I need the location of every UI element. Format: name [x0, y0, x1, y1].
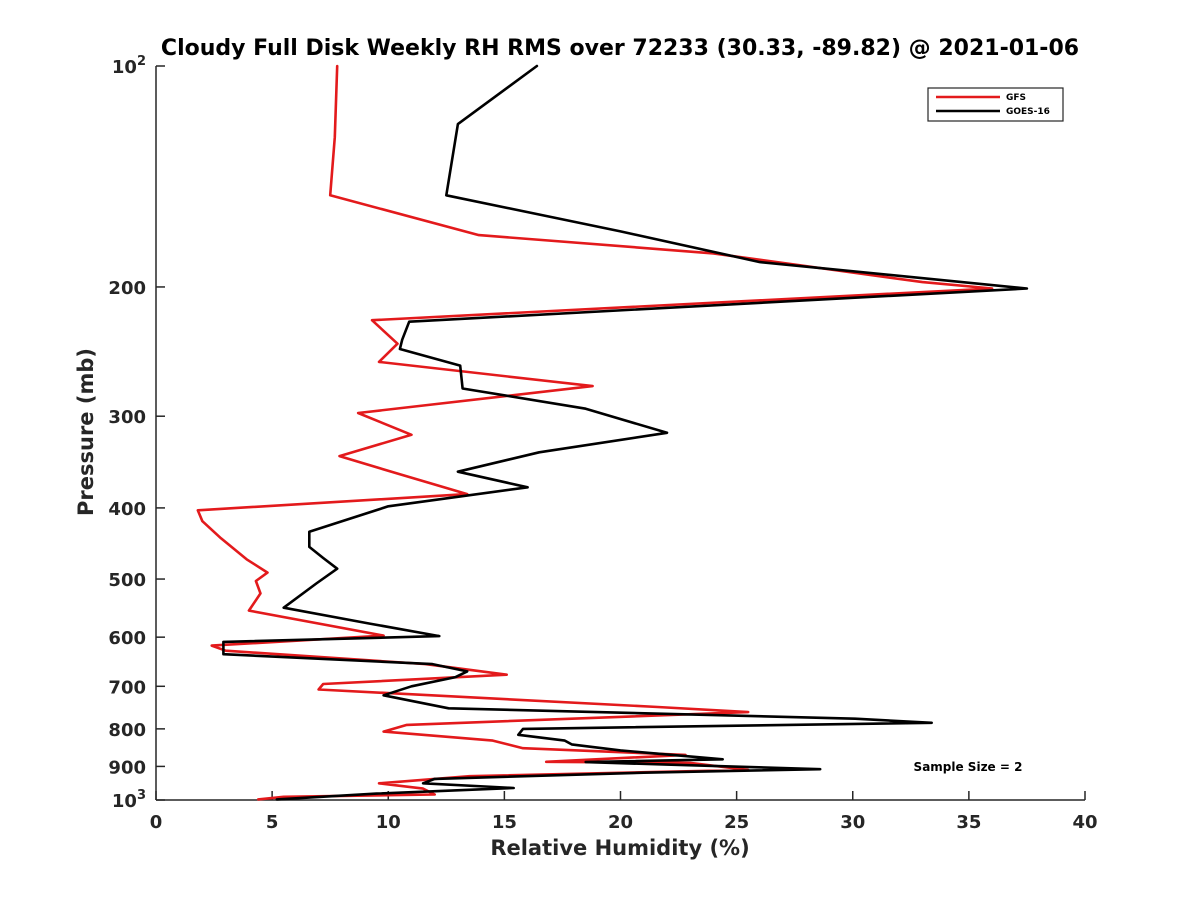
- x-tick-label: 0: [150, 812, 163, 833]
- x-tick-label: 35: [956, 812, 981, 833]
- plot-area: 0 5 10 15 20 25 30 35 40102200300400500600700800…: [108, 54, 1097, 833]
- y-axis-label: Pressure (mb): [74, 348, 98, 516]
- x-tick-label: 15: [492, 812, 517, 833]
- x-tick-label: 40: [1072, 812, 1097, 833]
- y-tick-label-base: 10: [112, 57, 137, 78]
- x-tick-label: 30: [840, 812, 865, 833]
- y-tick-label: 200: [108, 278, 146, 299]
- y-tick-label-exponent: 3: [137, 788, 146, 803]
- y-tick-label-exponent: 2: [137, 54, 146, 69]
- y-tick-label-base: 300: [108, 407, 146, 428]
- y-tick-label: 700: [108, 677, 146, 698]
- legend-entry: GOES-16: [1006, 107, 1050, 117]
- x-tick-label: 25: [724, 812, 749, 833]
- legend-entry: GFS: [1006, 93, 1026, 103]
- x-tick-label: 20: [608, 812, 633, 833]
- y-tick-label-base: 700: [108, 677, 146, 698]
- y-tick-label-base: 900: [108, 757, 146, 778]
- y-tick-label: 800: [108, 720, 146, 741]
- y-tick-label: 102: [112, 54, 146, 78]
- sample-size-annotation: Sample Size = 2: [914, 760, 1023, 774]
- y-tick-label-base: 200: [108, 278, 146, 299]
- y-tick-label-base: 800: [108, 720, 146, 741]
- y-tick-label-base: 10: [112, 791, 137, 812]
- chart-title: Cloudy Full Disk Weekly RH RMS over 7223…: [161, 36, 1079, 61]
- x-tick-label: 10: [376, 812, 401, 833]
- y-tick-label: 400: [108, 499, 146, 520]
- series-line-goes-16: [222, 64, 1029, 801]
- x-axis-label: Relative Humidity (%): [490, 836, 749, 860]
- y-tick-label-base: 400: [108, 499, 146, 520]
- y-tick-label: 600: [108, 628, 146, 649]
- y-tick-label-base: 600: [108, 628, 146, 649]
- x-tick-label: 5: [266, 812, 279, 833]
- y-tick-label: 900: [108, 757, 146, 778]
- legend: GFS GOES-16: [927, 87, 1064, 122]
- y-tick-label: 103: [112, 788, 146, 812]
- y-tick-label: 500: [108, 570, 146, 591]
- legend-box: [927, 87, 1064, 122]
- y-tick-label-base: 500: [108, 570, 146, 591]
- y-tick-label: 300: [108, 407, 146, 428]
